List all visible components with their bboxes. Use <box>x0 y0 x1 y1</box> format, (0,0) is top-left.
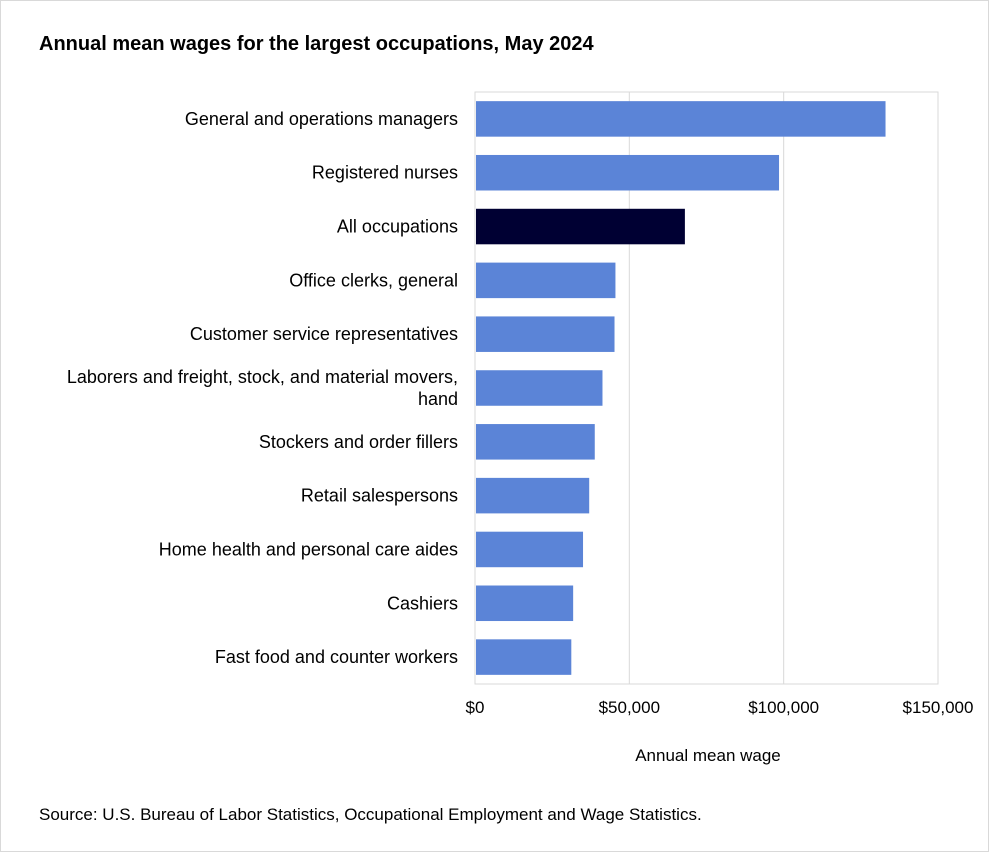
x-axis-title: Annual mean wage <box>635 746 781 765</box>
category-label-4: Customer service representatives <box>190 324 458 344</box>
category-label-9: Cashiers <box>387 593 458 613</box>
bar-6 <box>476 424 595 460</box>
x-tick-label-0: $0 <box>466 698 485 717</box>
category-label-3: Office clerks, general <box>289 270 458 290</box>
bar-4 <box>476 316 615 352</box>
bar-3 <box>476 262 616 299</box>
bar-9 <box>476 585 574 622</box>
x-tick-label-2: $100,000 <box>748 698 819 717</box>
category-label-2: All occupations <box>337 217 458 237</box>
chart-title: Annual mean wages for the largest occupa… <box>39 33 594 55</box>
bar-chart: General and operations managers Registere… <box>67 91 974 765</box>
bar-7 <box>476 477 590 514</box>
x-tick-label-3: $150,000 <box>903 698 974 717</box>
category-label-5: Laborers and freight, stock, and materia… <box>67 367 458 409</box>
category-label-1: Registered nurses <box>312 163 458 183</box>
source-note: Source: U.S. Bureau of Labor Statistics,… <box>39 805 702 824</box>
bar-8 <box>476 531 584 568</box>
bar-1 <box>476 154 780 191</box>
bar-2 <box>476 208 685 245</box>
category-label-6: Stockers and order fillers <box>259 432 458 452</box>
bar-0 <box>476 101 886 137</box>
category-label-7: Retail salespersons <box>301 486 458 506</box>
bar-5 <box>476 370 603 406</box>
category-label-10: Fast food and counter workers <box>215 647 458 667</box>
category-label-0: General and operations managers <box>185 109 458 129</box>
bar-10 <box>476 639 572 675</box>
category-label-8: Home health and personal care aides <box>159 539 458 559</box>
x-tick-label-1: $50,000 <box>599 698 660 717</box>
